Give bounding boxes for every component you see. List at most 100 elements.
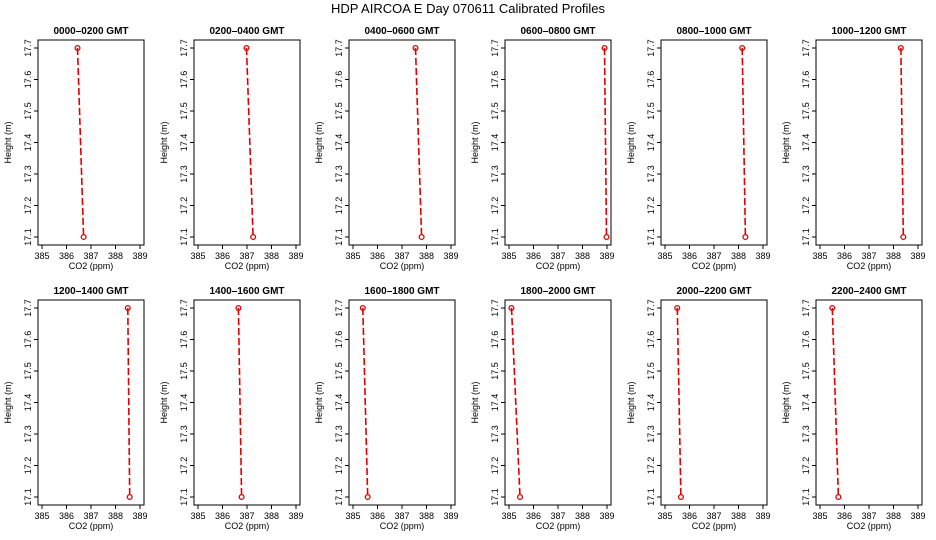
- x-tick-label: 387: [239, 511, 254, 521]
- y-tick-label: 17.4: [646, 394, 656, 412]
- x-tick-label: 387: [706, 251, 721, 261]
- x-tick-label: 388: [419, 511, 434, 521]
- plot-frame: [504, 299, 612, 506]
- data-point: [897, 44, 904, 52]
- y-tick-label: 17.1: [23, 228, 33, 246]
- y-tick-label: 17.6: [801, 71, 811, 89]
- x-tick-label: 387: [861, 511, 876, 521]
- x-axis-label: CO2 (ppm): [536, 521, 581, 531]
- y-tick-label: 17.7: [23, 299, 33, 317]
- y-axis-label: Height (m): [159, 381, 169, 423]
- panel: 0000–0200 GMT 385 386 387 388 389 17.1 17.2 17.3…: [3, 26, 148, 271]
- y-tick-label: 17.4: [23, 394, 33, 412]
- panel-title: 2000–2200 GMT: [676, 286, 751, 297]
- x-tick-label: 387: [83, 511, 98, 521]
- plot-frame: [348, 39, 456, 246]
- y-tick-label: 17.7: [801, 299, 811, 317]
- x-tick-label: 386: [526, 251, 541, 261]
- x-tick-label: 387: [239, 251, 254, 261]
- x-tick-label: 388: [575, 251, 590, 261]
- x-tick-label: 387: [550, 511, 565, 521]
- y-tick-label: 17.3: [23, 165, 33, 183]
- profile-line: [127, 307, 131, 498]
- x-tick-label: 387: [394, 251, 409, 261]
- plot-frame: [815, 39, 923, 246]
- y-tick-label: 17.7: [334, 39, 344, 57]
- data-point: [835, 493, 842, 501]
- panel: 2000–2200 GMT 385 386 387 388 389 17.1 17.2 17.3…: [626, 286, 771, 531]
- data-point: [601, 44, 608, 52]
- panel-title: 0600–0800 GMT: [520, 26, 595, 37]
- y-tick-label: 17.6: [490, 331, 500, 349]
- x-tick-label: 386: [526, 511, 541, 521]
- x-tick-label: 389: [443, 511, 458, 521]
- plot-frame: [815, 299, 923, 506]
- y-tick-label: 17.1: [490, 488, 500, 506]
- panel-title: 2200–2400 GMT: [831, 286, 906, 297]
- y-tick-label: 17.7: [334, 299, 344, 317]
- x-tick-label: 385: [190, 251, 205, 261]
- x-tick-label: 386: [59, 511, 74, 521]
- x-tick-label: 386: [682, 251, 697, 261]
- x-tick-label: 387: [394, 511, 409, 521]
- x-tick-label: 386: [370, 511, 385, 521]
- panel-title: 1400–1600 GMT: [209, 286, 284, 297]
- data-point: [739, 44, 746, 52]
- y-tick-label: 17.3: [646, 425, 656, 443]
- y-tick-label: 17.4: [646, 134, 656, 152]
- y-tick-label: 17.5: [179, 362, 189, 380]
- y-tick-label: 17.1: [334, 228, 344, 246]
- data-point: [900, 233, 907, 241]
- profile-line: [76, 47, 85, 238]
- x-axis-label: CO2 (ppm): [847, 521, 892, 531]
- x-tick-label: 388: [264, 511, 279, 521]
- y-axis-label: Height (m): [470, 121, 480, 163]
- x-tick-label: 387: [83, 251, 98, 261]
- data-point: [412, 44, 419, 52]
- profile-line: [741, 47, 747, 238]
- x-tick-label: 385: [657, 251, 672, 261]
- panel-title: 1600–1800 GMT: [364, 286, 439, 297]
- data-point: [603, 233, 610, 241]
- x-axis-label: CO2 (ppm): [225, 261, 270, 271]
- x-tick-label: 385: [501, 251, 516, 261]
- data-point: [80, 233, 87, 241]
- x-axis-label: CO2 (ppm): [692, 261, 737, 271]
- y-tick-label: 17.2: [646, 457, 656, 475]
- x-tick-label: 386: [837, 251, 852, 261]
- x-tick-label: 388: [731, 251, 746, 261]
- x-tick-label: 385: [501, 511, 516, 521]
- data-point: [243, 44, 250, 52]
- x-tick-label: 389: [910, 251, 925, 261]
- profile-line: [831, 307, 840, 498]
- y-tick-label: 17.7: [801, 39, 811, 57]
- y-tick-label: 17.2: [490, 457, 500, 475]
- y-tick-label: 17.2: [646, 197, 656, 215]
- x-tick-label: 385: [345, 511, 360, 521]
- x-tick-label: 388: [575, 511, 590, 521]
- y-axis-label: Height (m): [470, 381, 480, 423]
- y-tick-label: 17.4: [334, 134, 344, 152]
- data-point: [418, 233, 425, 241]
- panel: 1400–1600 GMT 385 386 387 388 389 17.1 17.2 17.3…: [159, 286, 304, 531]
- x-axis-label: CO2 (ppm): [692, 521, 737, 531]
- data-point: [359, 304, 366, 312]
- plot-frame: [660, 39, 768, 246]
- x-tick-label: 385: [812, 511, 827, 521]
- x-tick-label: 388: [108, 251, 123, 261]
- y-tick-label: 17.3: [23, 425, 33, 443]
- x-axis-label: CO2 (ppm): [225, 521, 270, 531]
- data-point: [364, 493, 371, 501]
- y-axis-label: Height (m): [3, 381, 13, 423]
- x-tick-label: 389: [443, 251, 458, 261]
- x-tick-label: 389: [910, 511, 925, 521]
- x-axis-label: CO2 (ppm): [847, 261, 892, 271]
- panel: 1600–1800 GMT 385 386 387 388 389 17.1 17.2 17.3…: [314, 286, 459, 531]
- x-tick-label: 388: [886, 511, 901, 521]
- x-tick-label: 389: [599, 251, 614, 261]
- y-tick-label: 17.3: [490, 425, 500, 443]
- y-tick-label: 17.4: [334, 394, 344, 412]
- x-tick-label: 385: [34, 511, 49, 521]
- x-axis-label: CO2 (ppm): [380, 261, 425, 271]
